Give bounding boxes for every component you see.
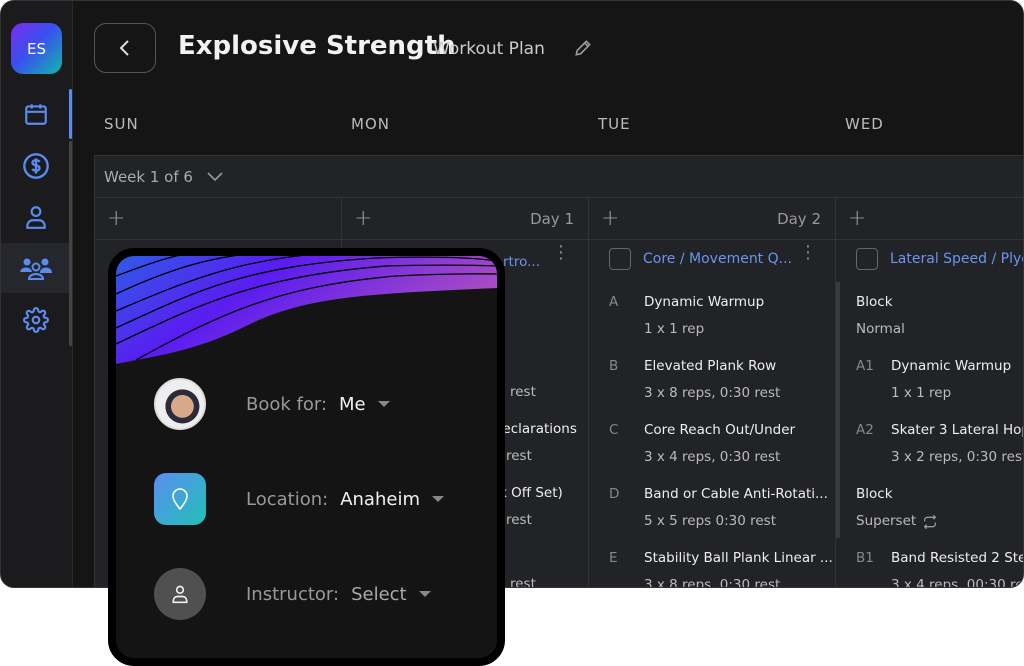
- workout-title[interactable]: Lateral Speed / Plyo: [890, 251, 1024, 267]
- location-icon-tile: [154, 473, 206, 525]
- instructor-dropdown[interactable]: Select: [351, 583, 407, 605]
- sidebar: ES: [1, 1, 73, 587]
- person-icon: [26, 206, 46, 229]
- workout-checkbox[interactable]: [609, 248, 631, 270]
- caret-down-icon: [377, 401, 390, 407]
- add-workout-button[interactable]: +: [848, 206, 867, 231]
- location-dropdown[interactable]: Anaheim: [340, 488, 420, 510]
- page-title: Explosive Strength: [178, 31, 456, 61]
- day-column-tue: + Day 2 Core / Movement Q... ⋮ A Dynamic W…: [589, 198, 836, 587]
- location-row[interactable]: Location: Anaheim: [154, 473, 444, 525]
- week-selector[interactable]: Week 1 of 6: [95, 156, 1023, 198]
- pencil-icon: [575, 40, 591, 56]
- book-for-dropdown[interactable]: Me: [339, 393, 366, 415]
- map-pin-icon: [172, 488, 188, 510]
- repeat-icon: [923, 514, 937, 530]
- book-for-row[interactable]: Book for: Me: [154, 378, 390, 430]
- more-options-button[interactable]: ⋮: [799, 242, 817, 263]
- person-icon: [172, 585, 188, 604]
- add-workout-button[interactable]: +: [354, 206, 373, 231]
- workout-title[interactable]: Core / Movement Q...: [643, 251, 792, 267]
- day-header-wed: WED: [845, 115, 884, 133]
- active-indicator: [69, 89, 72, 139]
- calendar-icon: [25, 104, 47, 125]
- user-avatar: [154, 378, 206, 430]
- caret-down-icon: [431, 496, 444, 502]
- more-options-button[interactable]: ⋮: [552, 242, 570, 263]
- sidebar-item-settings[interactable]: [1, 295, 71, 345]
- day-column-wed: + Lateral Speed / Plyo Block Normal A1 Dyn…: [836, 198, 1024, 587]
- dollar-icon: [23, 153, 49, 179]
- instructor-row[interactable]: Instructor: Select: [154, 568, 431, 620]
- booking-card: Book for: Me Location: Anaheim Instructo…: [108, 248, 505, 666]
- back-button[interactable]: [94, 23, 156, 73]
- page-subtitle: Workout Plan: [433, 39, 545, 59]
- sidebar-item-billing[interactable]: [1, 141, 71, 191]
- chevron-left-icon: [119, 40, 129, 56]
- wave-banner: [116, 256, 497, 364]
- day-header-sun: SUN: [104, 115, 139, 133]
- add-workout-button[interactable]: +: [601, 206, 620, 231]
- sidebar-scrollbar[interactable]: [69, 141, 72, 346]
- day-header-mon: MON: [351, 115, 390, 133]
- gear-icon: [23, 307, 49, 333]
- app-window: ES Explosive Strength Workout Plan SUN M…: [0, 0, 1024, 588]
- add-workout-button[interactable]: +: [107, 206, 126, 231]
- day-header-tue: TUE: [598, 115, 631, 133]
- sidebar-item-clients[interactable]: [1, 243, 71, 293]
- workout-checkbox[interactable]: [856, 248, 878, 270]
- group-icon: [19, 258, 53, 280]
- block-bar: [836, 282, 840, 538]
- edit-button[interactable]: [573, 38, 593, 62]
- sidebar-item-calendar[interactable]: [1, 89, 71, 139]
- org-avatar[interactable]: ES: [11, 23, 62, 74]
- day-column-mon: +Day 1 ...rtro... ⋮ ) rest Declarations …: [342, 198, 589, 587]
- caret-down-icon: [418, 591, 431, 597]
- sidebar-item-profile[interactable]: [1, 192, 71, 242]
- chevron-down-icon: [207, 171, 223, 181]
- instructor-avatar: [154, 568, 206, 620]
